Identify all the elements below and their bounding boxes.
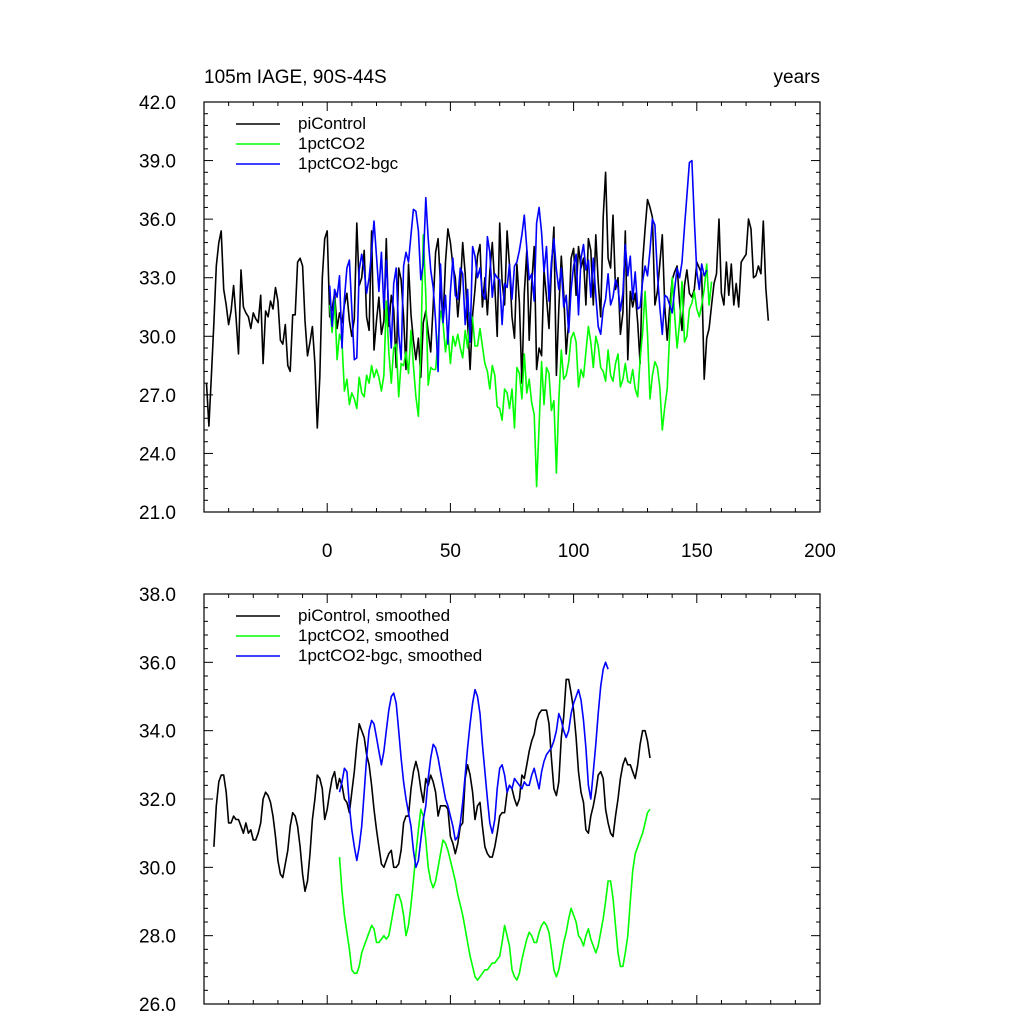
bottom-x-axis bbox=[228, 594, 821, 1004]
y-tick-label: 24.0 bbox=[139, 444, 176, 465]
bottom-panel: 26.0 28.0 30.0 32.0 34.0 36.0 38.0 piControl, … bbox=[139, 585, 821, 1016]
y-tick-label: 42.0 bbox=[139, 93, 176, 114]
top-panel-title: 105m IAGE, 90S-44S bbox=[204, 67, 387, 88]
top-panel-units: years bbox=[774, 67, 820, 88]
y-tick-label: 32.0 bbox=[139, 790, 176, 811]
y-tick-label: 36.0 bbox=[139, 210, 176, 231]
y-tick-label: 27.0 bbox=[139, 386, 176, 407]
y-tick-label: 39.0 bbox=[139, 152, 176, 173]
top-plot-frame bbox=[203, 101, 821, 513]
top-y-axis: 21.0 24.0 27.0 30.0 33.0 36.0 39.0 42.0 bbox=[139, 93, 820, 524]
x-tick-label: 100 bbox=[558, 541, 590, 562]
x-tick-label: 150 bbox=[681, 541, 713, 562]
bottom-y-axis: 26.0 28.0 30.0 32.0 34.0 36.0 38.0 bbox=[139, 585, 820, 1016]
x-tick-label: 0 bbox=[322, 541, 333, 562]
legend-label: piControl, smoothed bbox=[298, 606, 450, 625]
y-tick-label: 30.0 bbox=[139, 327, 176, 348]
x-tick-label: 50 bbox=[440, 541, 461, 562]
legend-label: piControl bbox=[298, 114, 366, 133]
top-panel: 105m IAGE, 90S-44S years 21.0 24.0 27.0 30.… bbox=[139, 67, 836, 562]
bottom-series bbox=[213, 661, 651, 981]
series-line-smoothed-1 bbox=[338, 808, 651, 981]
series-line-raw-0 bbox=[205, 171, 770, 429]
y-tick-label: 34.0 bbox=[139, 722, 176, 743]
y-tick-label: 28.0 bbox=[139, 927, 176, 948]
series-line-smoothed-0 bbox=[213, 678, 651, 893]
legend-label: 1pctCO2 bbox=[298, 134, 365, 153]
y-tick-label: 30.0 bbox=[139, 858, 176, 879]
series-line-smoothed-2 bbox=[338, 661, 609, 869]
bottom-plot-frame bbox=[203, 593, 821, 1005]
y-tick-label: 21.0 bbox=[139, 503, 176, 524]
y-tick-label: 38.0 bbox=[139, 585, 176, 606]
top-series bbox=[205, 159, 770, 488]
series-line-raw-2 bbox=[328, 159, 708, 373]
y-tick-label: 36.0 bbox=[139, 653, 176, 674]
y-tick-label: 33.0 bbox=[139, 269, 176, 290]
y-tick-label: 26.0 bbox=[139, 995, 176, 1016]
legend-label: 1pctCO2-bgc bbox=[298, 154, 399, 173]
legend-label: 1pctCO2-bgc, smoothed bbox=[298, 646, 482, 665]
legend-label: 1pctCO2, smoothed bbox=[298, 626, 449, 645]
series-line-raw-1 bbox=[328, 234, 713, 488]
x-tick-label: 200 bbox=[804, 541, 836, 562]
top-x-axis: 0 50 100 150 200 bbox=[228, 102, 836, 562]
